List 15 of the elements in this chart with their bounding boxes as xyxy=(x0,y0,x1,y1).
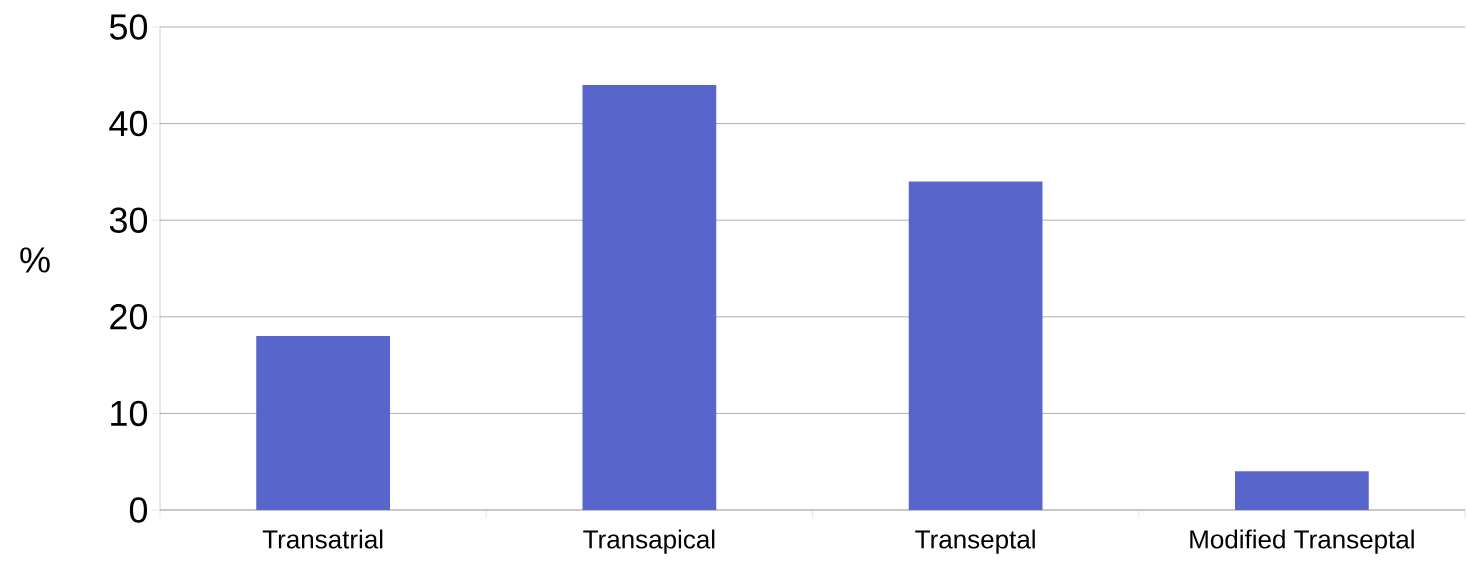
y-axis-title: % xyxy=(20,247,50,273)
y-tick-label: 20 xyxy=(110,304,148,330)
bar xyxy=(1234,471,1369,510)
bar xyxy=(582,84,717,510)
y-tick-label: 30 xyxy=(109,207,148,233)
y-tick-label: 40 xyxy=(109,110,148,137)
bar xyxy=(908,181,1043,510)
x-tick-label: Transapical xyxy=(583,529,715,554)
y-tick-label: 0 xyxy=(129,497,148,523)
x-tick-label: Transeptal xyxy=(915,529,1035,554)
bar xyxy=(256,336,391,510)
y-tick-label: 50 xyxy=(109,14,148,40)
y-tick-label: 10 xyxy=(111,400,148,427)
x-tick-label: Modified Transeptal xyxy=(1190,529,1414,554)
x-tick-label: Transatrial xyxy=(262,529,383,549)
